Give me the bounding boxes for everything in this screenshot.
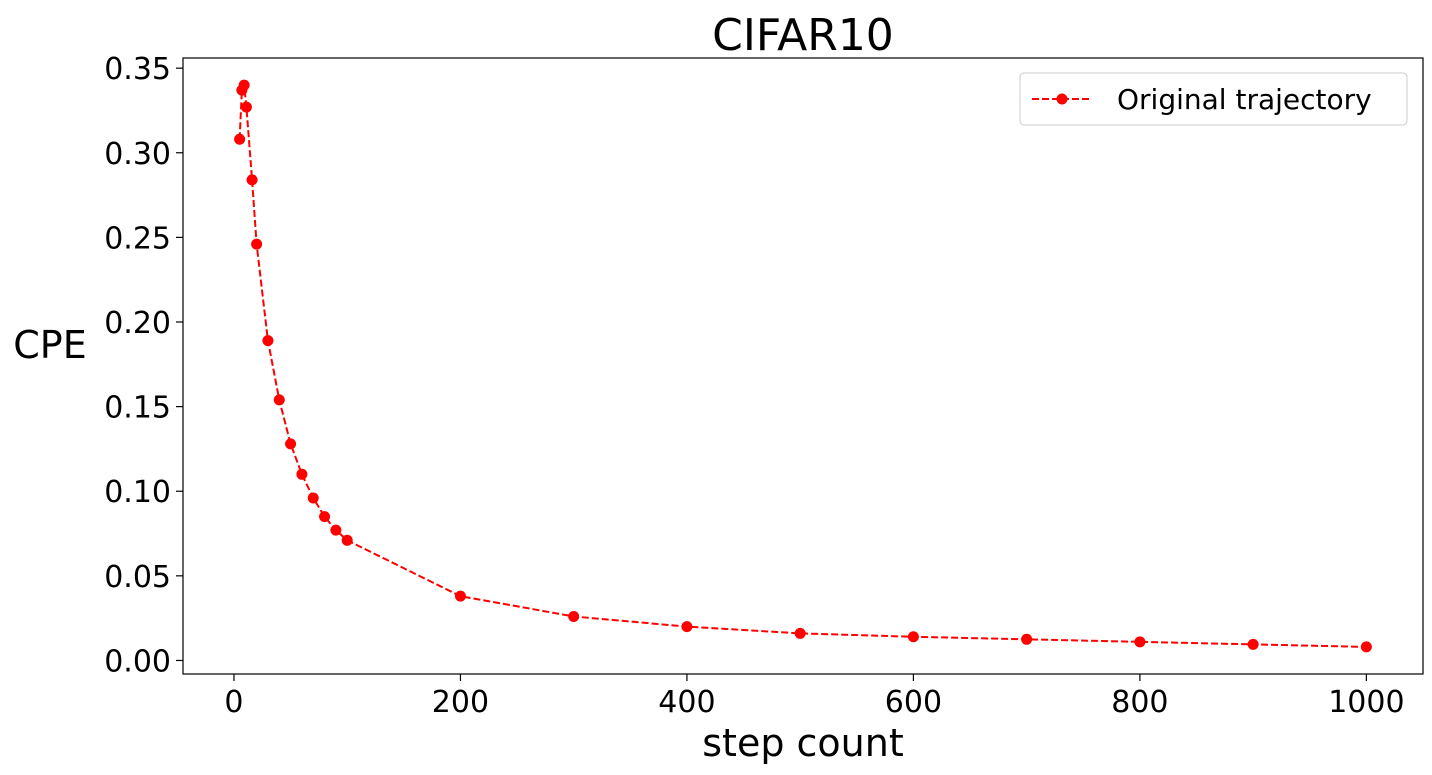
data-point	[246, 174, 258, 186]
data-point	[285, 438, 297, 450]
legend: Original trajectory	[1019, 72, 1408, 126]
y-tick-label: 0.05	[104, 560, 171, 595]
x-tick-label: 400	[658, 685, 715, 720]
data-point	[1360, 641, 1372, 653]
x-axis-title: step count	[702, 721, 904, 765]
data-point	[907, 631, 919, 643]
y-tick-label: 0.20	[104, 306, 171, 341]
legend-marker	[1056, 93, 1068, 105]
x-axis-ticks: 0 200 400 600 800 1000	[224, 674, 1405, 720]
data-point	[794, 627, 806, 639]
data-point	[1247, 638, 1259, 650]
series-line	[238, 81, 1367, 648]
data-point	[307, 492, 319, 504]
x-tick-label: 600	[885, 685, 942, 720]
data-point	[681, 621, 693, 633]
plot-frame	[182, 57, 1424, 675]
data-point	[296, 468, 308, 480]
data-point	[238, 79, 250, 91]
x-tick-label: 0	[224, 685, 243, 720]
legend-box	[1019, 72, 1408, 126]
y-tick-label: 0.30	[104, 137, 171, 172]
series-layer	[234, 79, 1372, 653]
data-point	[1134, 636, 1146, 648]
data-point	[568, 610, 580, 622]
data-point	[234, 133, 246, 145]
y-tick-label: 0.10	[104, 475, 171, 510]
data-point	[262, 335, 274, 347]
y-tick-label: 0.00	[104, 644, 171, 679]
x-tick-label: 1000	[1328, 685, 1404, 720]
y-axis-ticks: 0.00 0.05 0.10 0.15 0.20 0.25 0.30 0.35	[104, 52, 183, 679]
data-point	[240, 101, 252, 113]
chart-title: CIFAR10	[712, 10, 894, 61]
data-point	[319, 511, 331, 523]
y-tick-label: 0.15	[104, 391, 171, 426]
data-point	[454, 590, 466, 602]
data-point	[273, 394, 285, 406]
y-tick-label: 0.25	[104, 221, 171, 256]
y-tick-label: 0.35	[104, 52, 171, 87]
x-tick-label: 800	[1111, 685, 1168, 720]
x-tick-label: 200	[432, 685, 489, 720]
data-point	[341, 534, 353, 546]
legend-label: Original trajectory	[1117, 83, 1372, 116]
data-point	[330, 524, 342, 536]
data-point	[1021, 633, 1033, 645]
data-point	[251, 238, 263, 250]
y-axis-title: CPE	[13, 323, 86, 367]
